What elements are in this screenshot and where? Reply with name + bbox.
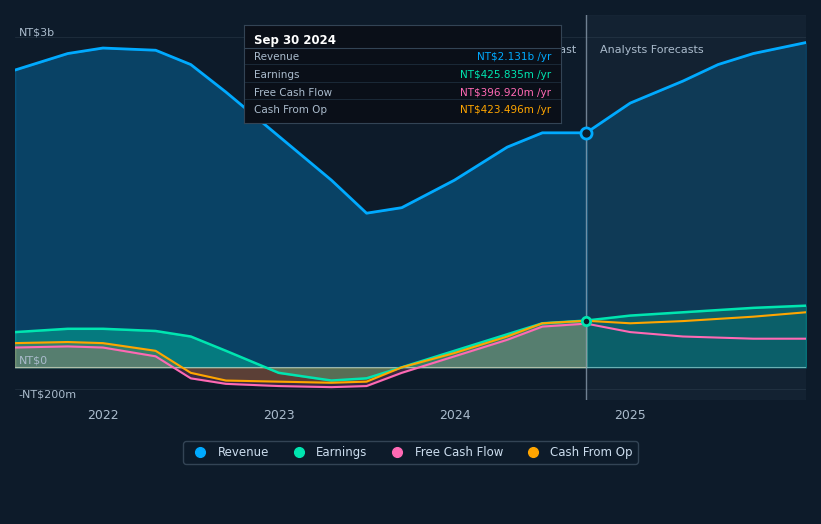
Text: -NT$200m: -NT$200m xyxy=(19,389,76,399)
Text: NT$3b: NT$3b xyxy=(19,27,55,37)
Bar xyxy=(586,15,806,400)
Text: Analysts Forecasts: Analysts Forecasts xyxy=(600,45,704,55)
Text: Past: Past xyxy=(554,45,577,55)
Text: NT$0: NT$0 xyxy=(19,355,48,365)
Legend: Revenue, Earnings, Free Cash Flow, Cash From Op: Revenue, Earnings, Free Cash Flow, Cash … xyxy=(183,441,638,464)
